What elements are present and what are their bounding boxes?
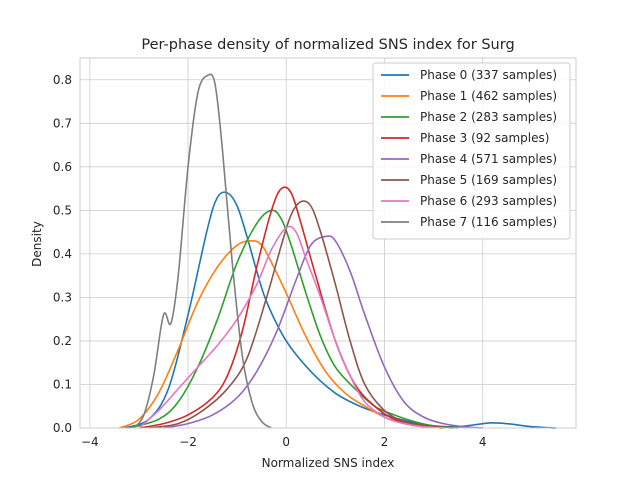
series-line-phase-4 [163, 235, 483, 429]
series-line-phase-0 [123, 191, 557, 429]
y-tick-label: 0.2 [53, 334, 72, 348]
legend-label: Phase 7 (116 samples) [420, 215, 557, 229]
x-tick-label: −2 [179, 435, 197, 449]
series-line-phase-3 [138, 186, 454, 429]
legend: Phase 0 (337 samples) Phase 1 (462 sample… [372, 62, 571, 240]
y-tick-label: 0.4 [53, 247, 72, 261]
y-tick-label: 0.8 [53, 73, 72, 87]
legend-label: Phase 6 (293 samples) [420, 194, 557, 208]
x-tick-label: 0 [282, 435, 290, 449]
x-tick-label: 2 [381, 435, 389, 449]
y-tick-label: 0.0 [53, 421, 72, 435]
y-tick-label: 0.1 [53, 377, 72, 391]
x-tick-label: −4 [81, 435, 99, 449]
series-lines [118, 73, 557, 429]
series-line-phase-6 [138, 225, 444, 429]
legend-label: Phase 3 (92 samples) [420, 131, 549, 145]
y-tick-label: 0.7 [53, 116, 72, 130]
legend-label: Phase 1 (462 samples) [420, 89, 557, 103]
legend-label: Phase 0 (337 samples) [420, 68, 557, 82]
legend-box [372, 62, 571, 240]
plot-frame [79, 57, 577, 429]
y-axis-label: Density [30, 221, 44, 267]
series-line-phase-5 [148, 200, 444, 429]
axes: −4 −2 0 2 4 0.0 0.1 0.2 0.3 0.4 0.5 0.6 0.7 0.8 [53, 57, 577, 449]
legend-label: Phase 5 (169 samples) [420, 173, 557, 187]
chart-title: Per-phase density of normalized SNS inde… [141, 37, 514, 53]
legend-label: Phase 2 (283 samples) [420, 110, 557, 124]
legend-label: Phase 4 (571 samples) [420, 152, 557, 166]
y-tick-label: 0.3 [53, 290, 72, 304]
x-tick-label: 4 [479, 435, 487, 449]
y-tick-label: 0.6 [53, 160, 72, 174]
series-line-phase-7 [133, 73, 272, 429]
y-tick-label: 0.5 [53, 203, 72, 217]
x-axis-label: Normalized SNS index [262, 456, 395, 470]
